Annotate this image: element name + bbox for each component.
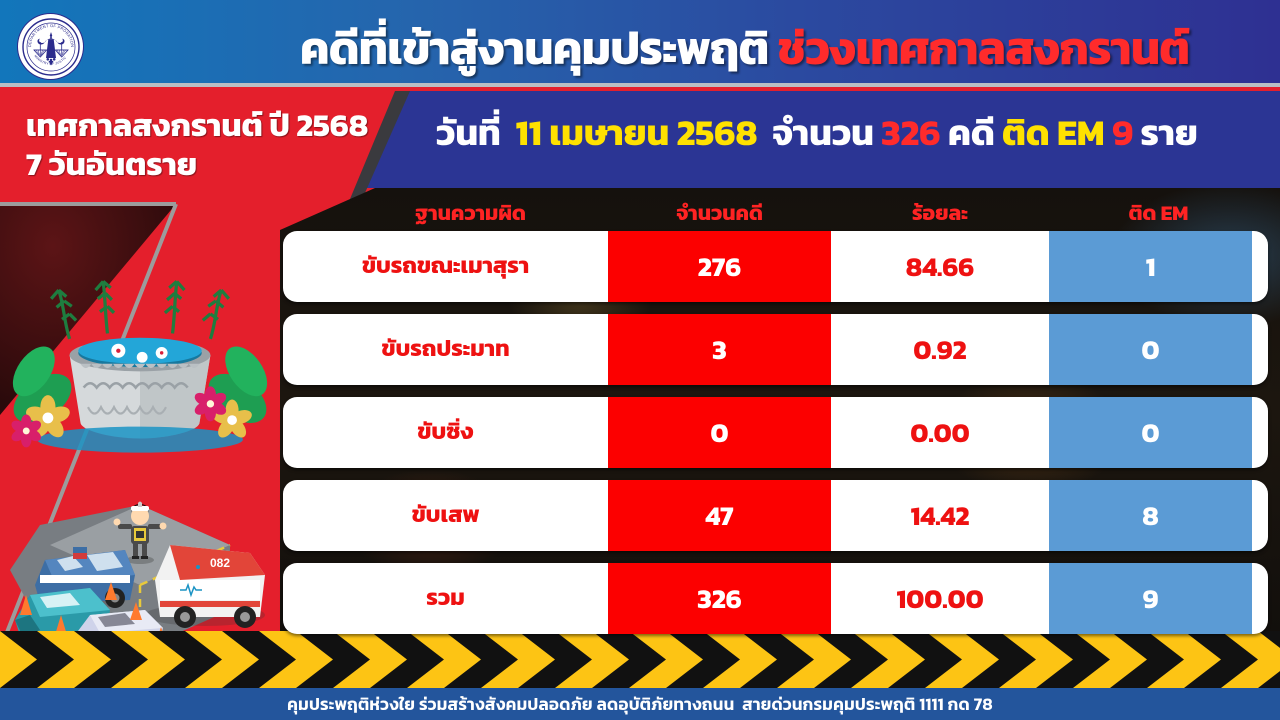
svg-text:082: 082 <box>210 556 230 570</box>
